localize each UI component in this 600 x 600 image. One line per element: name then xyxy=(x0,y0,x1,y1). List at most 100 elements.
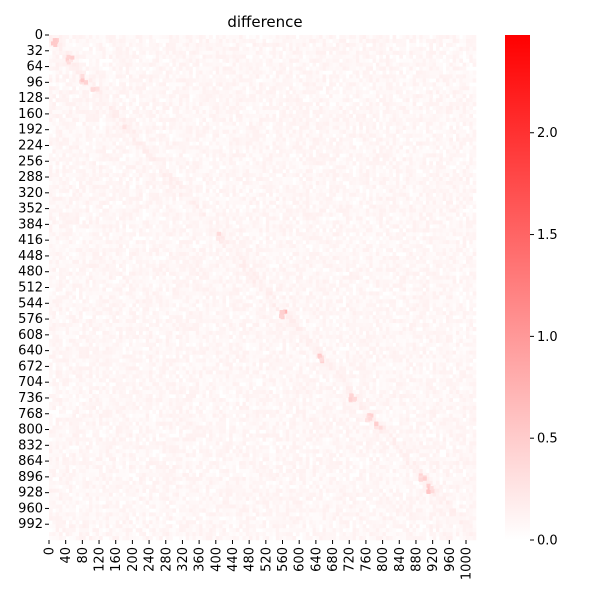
heatmap-cell xyxy=(399,78,403,83)
heatmap-cell xyxy=(375,106,380,111)
heatmap-cell xyxy=(55,42,60,48)
heatmap-cell xyxy=(155,188,160,194)
heatmap-cell xyxy=(209,121,213,127)
heatmap-cell xyxy=(242,35,247,40)
heatmap-cell xyxy=(322,121,327,127)
heatmap-cell xyxy=(229,204,233,209)
heatmap-cell xyxy=(265,173,270,178)
heatmap-cell xyxy=(299,137,303,142)
heatmap-cell xyxy=(295,94,300,99)
heatmap-cell xyxy=(255,106,260,111)
heatmap-cell xyxy=(272,50,277,56)
heatmap-cell xyxy=(339,35,343,40)
heatmap-cell xyxy=(195,106,200,111)
heatmap-cell xyxy=(99,192,103,198)
heatmap-cell xyxy=(219,38,223,44)
heatmap-cell xyxy=(185,86,190,91)
heatmap-cell xyxy=(155,200,160,205)
heatmap-cell xyxy=(155,82,160,87)
heatmap-cell xyxy=(182,90,187,95)
heatmap-cell xyxy=(309,145,313,150)
heatmap-cell xyxy=(369,121,373,127)
heatmap-cell xyxy=(372,177,377,182)
heatmap-cell xyxy=(102,129,107,134)
heatmap-cell xyxy=(309,200,313,205)
heatmap-cell xyxy=(272,94,277,99)
heatmap-cell xyxy=(189,35,193,40)
heatmap-cell xyxy=(62,58,66,63)
heatmap-cell xyxy=(229,113,233,119)
heatmap-cell xyxy=(229,62,233,67)
heatmap-cell xyxy=(275,58,280,63)
heatmap-cell xyxy=(269,82,273,87)
heatmap-cell xyxy=(385,109,390,115)
heatmap-cell xyxy=(152,121,157,127)
heatmap-cell xyxy=(255,177,260,182)
heatmap-cell xyxy=(85,145,90,150)
heatmap-cell xyxy=(269,58,273,63)
heatmap-cell xyxy=(119,133,123,138)
heatmap-cell xyxy=(409,177,413,182)
heatmap-cell xyxy=(325,74,330,79)
heatmap-cell xyxy=(459,200,463,205)
heatmap-cell xyxy=(125,180,130,186)
heatmap-cell xyxy=(402,184,407,190)
heatmap-cell xyxy=(95,129,100,134)
heatmap-cell xyxy=(355,149,360,154)
heatmap-cell xyxy=(455,113,460,119)
heatmap-cell xyxy=(452,161,457,166)
heatmap-cell xyxy=(252,180,257,186)
heatmap-cell xyxy=(242,86,247,91)
heatmap-cell xyxy=(355,86,360,91)
heatmap-cell xyxy=(85,98,90,103)
heatmap-cell xyxy=(199,184,203,190)
heatmap-cell xyxy=(295,46,300,52)
heatmap-cell xyxy=(85,137,90,142)
heatmap-cell xyxy=(219,173,223,178)
heatmap-cell xyxy=(202,196,207,202)
heatmap-cell xyxy=(372,82,377,87)
heatmap-cell xyxy=(219,78,223,83)
heatmap-cell xyxy=(212,62,217,67)
heatmap-cell xyxy=(319,196,323,202)
heatmap-cell xyxy=(102,184,107,190)
heatmap-cell xyxy=(195,184,200,190)
heatmap-cell xyxy=(242,94,247,99)
heatmap-cell xyxy=(469,169,473,174)
heatmap-cell xyxy=(52,192,56,198)
heatmap-cell xyxy=(152,157,157,162)
heatmap-cell xyxy=(435,106,440,111)
heatmap-cell xyxy=(369,62,373,67)
heatmap-cell xyxy=(415,204,420,209)
heatmap-cell xyxy=(369,54,373,59)
heatmap-cell xyxy=(392,133,397,138)
heatmap-cell xyxy=(162,62,167,67)
heatmap-cell xyxy=(69,129,73,134)
heatmap-cell xyxy=(112,157,117,162)
heatmap-cell xyxy=(405,137,410,142)
heatmap-cell xyxy=(429,196,433,202)
heatmap-cell xyxy=(145,62,150,67)
heatmap-cell xyxy=(362,109,367,115)
heatmap-cell xyxy=(89,165,93,170)
heatmap-cell xyxy=(89,184,93,190)
heatmap-cell xyxy=(139,169,143,174)
heatmap-cell xyxy=(125,161,130,166)
heatmap-cell xyxy=(109,90,113,95)
heatmap-cell xyxy=(139,196,143,202)
heatmap-cell xyxy=(159,200,163,205)
heatmap-cell xyxy=(245,173,250,178)
heatmap-cell xyxy=(445,145,450,150)
heatmap-cell xyxy=(239,149,243,154)
heatmap-cell xyxy=(399,117,403,123)
heatmap-cell xyxy=(79,133,83,138)
heatmap-cell xyxy=(149,145,153,150)
heatmap-cell xyxy=(369,66,373,71)
heatmap-cell xyxy=(279,153,283,158)
heatmap-cell xyxy=(245,58,250,63)
heatmap-cell xyxy=(409,169,413,174)
heatmap-cell xyxy=(215,145,220,150)
heatmap-cell xyxy=(265,113,270,119)
heatmap-cell xyxy=(462,180,467,186)
heatmap-cell xyxy=(429,145,433,150)
